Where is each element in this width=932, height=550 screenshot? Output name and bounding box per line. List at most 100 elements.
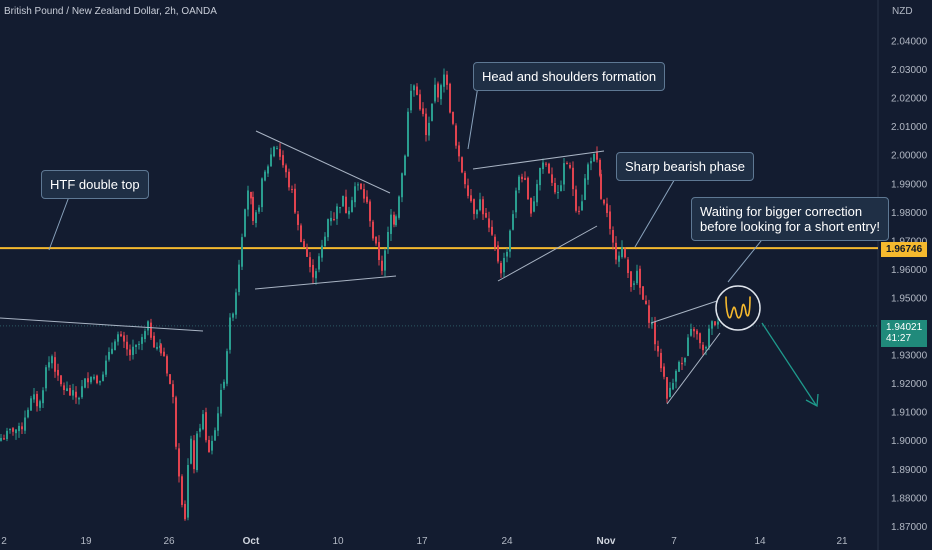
candle-body <box>413 85 415 91</box>
candle-body <box>458 145 460 157</box>
candle-body <box>488 218 490 228</box>
candle-body <box>416 86 418 95</box>
candle-body <box>163 351 165 357</box>
candle-body <box>621 247 623 257</box>
candle-body <box>214 430 216 441</box>
callout-pointer <box>467 85 479 150</box>
candle-body <box>387 232 389 249</box>
candle-body <box>554 182 556 193</box>
candle-body <box>156 347 158 349</box>
candle-body <box>455 125 457 146</box>
candle-body <box>84 378 86 388</box>
candle-body <box>12 428 14 432</box>
level-price-badge: 1.96746 <box>881 242 928 257</box>
candle-body <box>678 361 680 372</box>
candle-body <box>372 221 374 239</box>
y-tick-label: 2.02000 <box>891 94 928 105</box>
candle-body <box>578 210 580 212</box>
trendline[interactable] <box>0 317 204 332</box>
candle-body <box>190 438 192 464</box>
y-tick-label: 1.91000 <box>891 408 928 419</box>
candle-body <box>111 348 113 354</box>
candle-body <box>545 163 547 165</box>
trendline[interactable] <box>255 130 391 194</box>
callout-head-and-shoulders-text: Head and shoulders formation <box>482 69 657 84</box>
candle-body <box>318 256 320 270</box>
candle-body <box>120 334 122 337</box>
trendline[interactable] <box>254 275 397 290</box>
candle-body <box>569 165 571 168</box>
candle-body <box>229 317 231 350</box>
candle-body <box>285 165 287 173</box>
y-tick-label: 1.88000 <box>891 493 928 504</box>
candle-body <box>470 195 472 202</box>
price-axis[interactable]: 2.04000 2.03000 2.02000 2.01000 2.00000 1.990… <box>891 37 928 533</box>
candle-body <box>548 163 550 174</box>
candle-body <box>252 196 254 221</box>
candle-body <box>181 476 183 505</box>
candle-body <box>18 425 20 432</box>
candle-body <box>114 341 116 351</box>
candle-body <box>184 503 186 520</box>
candle-body <box>615 242 617 260</box>
y-tick-label: 1.98000 <box>891 208 928 219</box>
candle-body <box>584 178 586 200</box>
candle-body <box>208 439 210 453</box>
callout-htf-double-top-text: HTF double top <box>50 177 140 192</box>
candle-body <box>63 385 65 391</box>
trendline[interactable] <box>650 300 718 324</box>
candle-body <box>663 366 665 377</box>
callout-head-and-shoulders[interactable]: Head and shoulders formation <box>473 62 666 91</box>
callout-waiting-correction[interactable]: Waiting for bigger correction before loo… <box>691 197 889 241</box>
candle-body <box>384 250 386 271</box>
candle-body <box>654 322 656 345</box>
callout-sharp-bearish[interactable]: Sharp bearish phase <box>616 152 754 181</box>
candle-body <box>211 440 213 451</box>
candle-body <box>75 391 77 398</box>
candle-body <box>309 257 311 267</box>
current-price-badge: 1.94021 41:27 <box>881 320 928 347</box>
y-tick-label: 1.96000 <box>891 265 928 276</box>
candle-body <box>596 152 598 160</box>
candle-body <box>129 349 131 356</box>
x-tick-label: Oct <box>243 536 260 547</box>
candle-body <box>247 190 249 210</box>
candle-body <box>60 375 62 385</box>
candle-body <box>232 313 234 318</box>
candle-body <box>273 146 275 157</box>
candle-body <box>102 374 104 382</box>
candle-body <box>357 184 359 186</box>
candle-body <box>78 397 80 400</box>
candle-body <box>33 394 35 400</box>
trendline[interactable] <box>472 150 605 170</box>
candle-body <box>461 157 463 173</box>
time-axis[interactable]: 2 19 26 Oct 10 17 24 Nov 7 14 21 <box>1 536 848 547</box>
candle-body <box>581 201 583 211</box>
callout-pointer <box>634 176 677 248</box>
callout-htf-double-top[interactable]: HTF double top <box>41 170 149 199</box>
candle-body <box>141 337 143 344</box>
candle-body <box>288 171 290 188</box>
candle-body <box>497 245 499 262</box>
trendline[interactable] <box>497 225 598 282</box>
candle-body <box>276 148 278 150</box>
candle-body <box>39 401 41 408</box>
projection-arrow-line <box>761 322 817 406</box>
candle-body <box>512 214 514 230</box>
candle-body <box>401 173 403 198</box>
candle-body <box>690 328 692 336</box>
candle-body <box>360 183 362 190</box>
candle-body <box>606 203 608 213</box>
currency-label: NZD <box>892 6 913 17</box>
candle-body <box>366 196 368 203</box>
trendline[interactable] <box>666 332 721 405</box>
candle-body <box>696 330 698 335</box>
candle-body <box>45 367 47 389</box>
callout-waiting-line1: Waiting for bigger correction <box>700 204 863 219</box>
candle-body <box>250 191 252 199</box>
candle-body <box>693 328 695 332</box>
candle-body <box>518 176 520 191</box>
candle-body <box>651 323 653 325</box>
candle-body <box>72 390 74 396</box>
